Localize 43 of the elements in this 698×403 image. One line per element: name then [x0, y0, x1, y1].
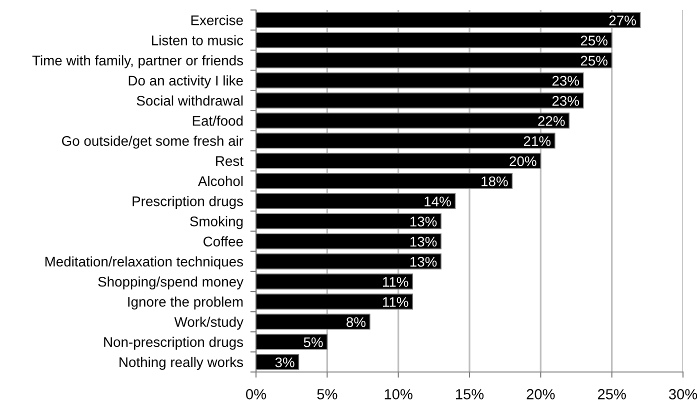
y-tick-label: Go outside/get some fresh air: [62, 136, 244, 149]
y-tick-label: Time with family, partner or friends: [32, 55, 244, 68]
y-tick-label: Smoking: [190, 216, 243, 230]
data-label: 11%: [382, 297, 408, 307]
y-tick-label: Shopping/spend money: [98, 276, 244, 290]
x-tick-label: 10%: [384, 389, 412, 400]
data-label: 22%: [538, 116, 565, 126]
y-tick-label: Meditation/relaxation techniques: [45, 256, 244, 270]
y-tick-label: Rest: [216, 156, 244, 166]
data-label: 18%: [482, 176, 508, 186]
data-label: 5%: [304, 337, 323, 348]
x-tick-label: 30%: [668, 389, 698, 400]
y-tick-label: Prescription drugs: [132, 196, 244, 209]
y-tick-label: Listen to music: [152, 35, 244, 46]
data-label: 11%: [382, 277, 408, 287]
data-label: 25%: [580, 36, 608, 46]
data-label: 23%: [552, 96, 580, 106]
data-label: 23%: [552, 76, 580, 86]
data-label: 25%: [580, 56, 608, 66]
y-tick-label: Alcohol: [198, 176, 243, 186]
x-tick-label: 20%: [526, 389, 555, 400]
x-tick-label: 5%: [317, 389, 338, 400]
data-label: 13%: [410, 216, 437, 227]
x-tick-label: 0%: [246, 389, 266, 400]
y-tick-label: Ignore the problem: [128, 296, 243, 310]
y-tick-label: Coffee: [204, 236, 243, 246]
data-label: 20%: [510, 156, 536, 166]
data-label: 27%: [609, 16, 636, 26]
y-tick-label: Do an activity I like: [128, 75, 243, 88]
y-tick-label: Eat/food: [192, 116, 243, 126]
y-tick-label: Exercise: [191, 15, 243, 26]
y-tick-label: Social withdrawal: [136, 95, 243, 106]
data-label: 21%: [524, 136, 551, 146]
data-label: 14%: [424, 196, 451, 206]
data-label: 8%: [346, 317, 366, 328]
y-tick-label: Non-prescription drugs: [104, 336, 244, 350]
x-tick-label: 25%: [598, 389, 626, 400]
y-tick-label: Nothing really works: [120, 356, 244, 370]
data-label: 13%: [410, 236, 437, 247]
data-label: 3%: [275, 357, 294, 368]
data-label: 13%: [410, 256, 437, 267]
y-tick-label: Work/study: [174, 316, 244, 330]
x-tick-label: 15%: [456, 389, 484, 400]
